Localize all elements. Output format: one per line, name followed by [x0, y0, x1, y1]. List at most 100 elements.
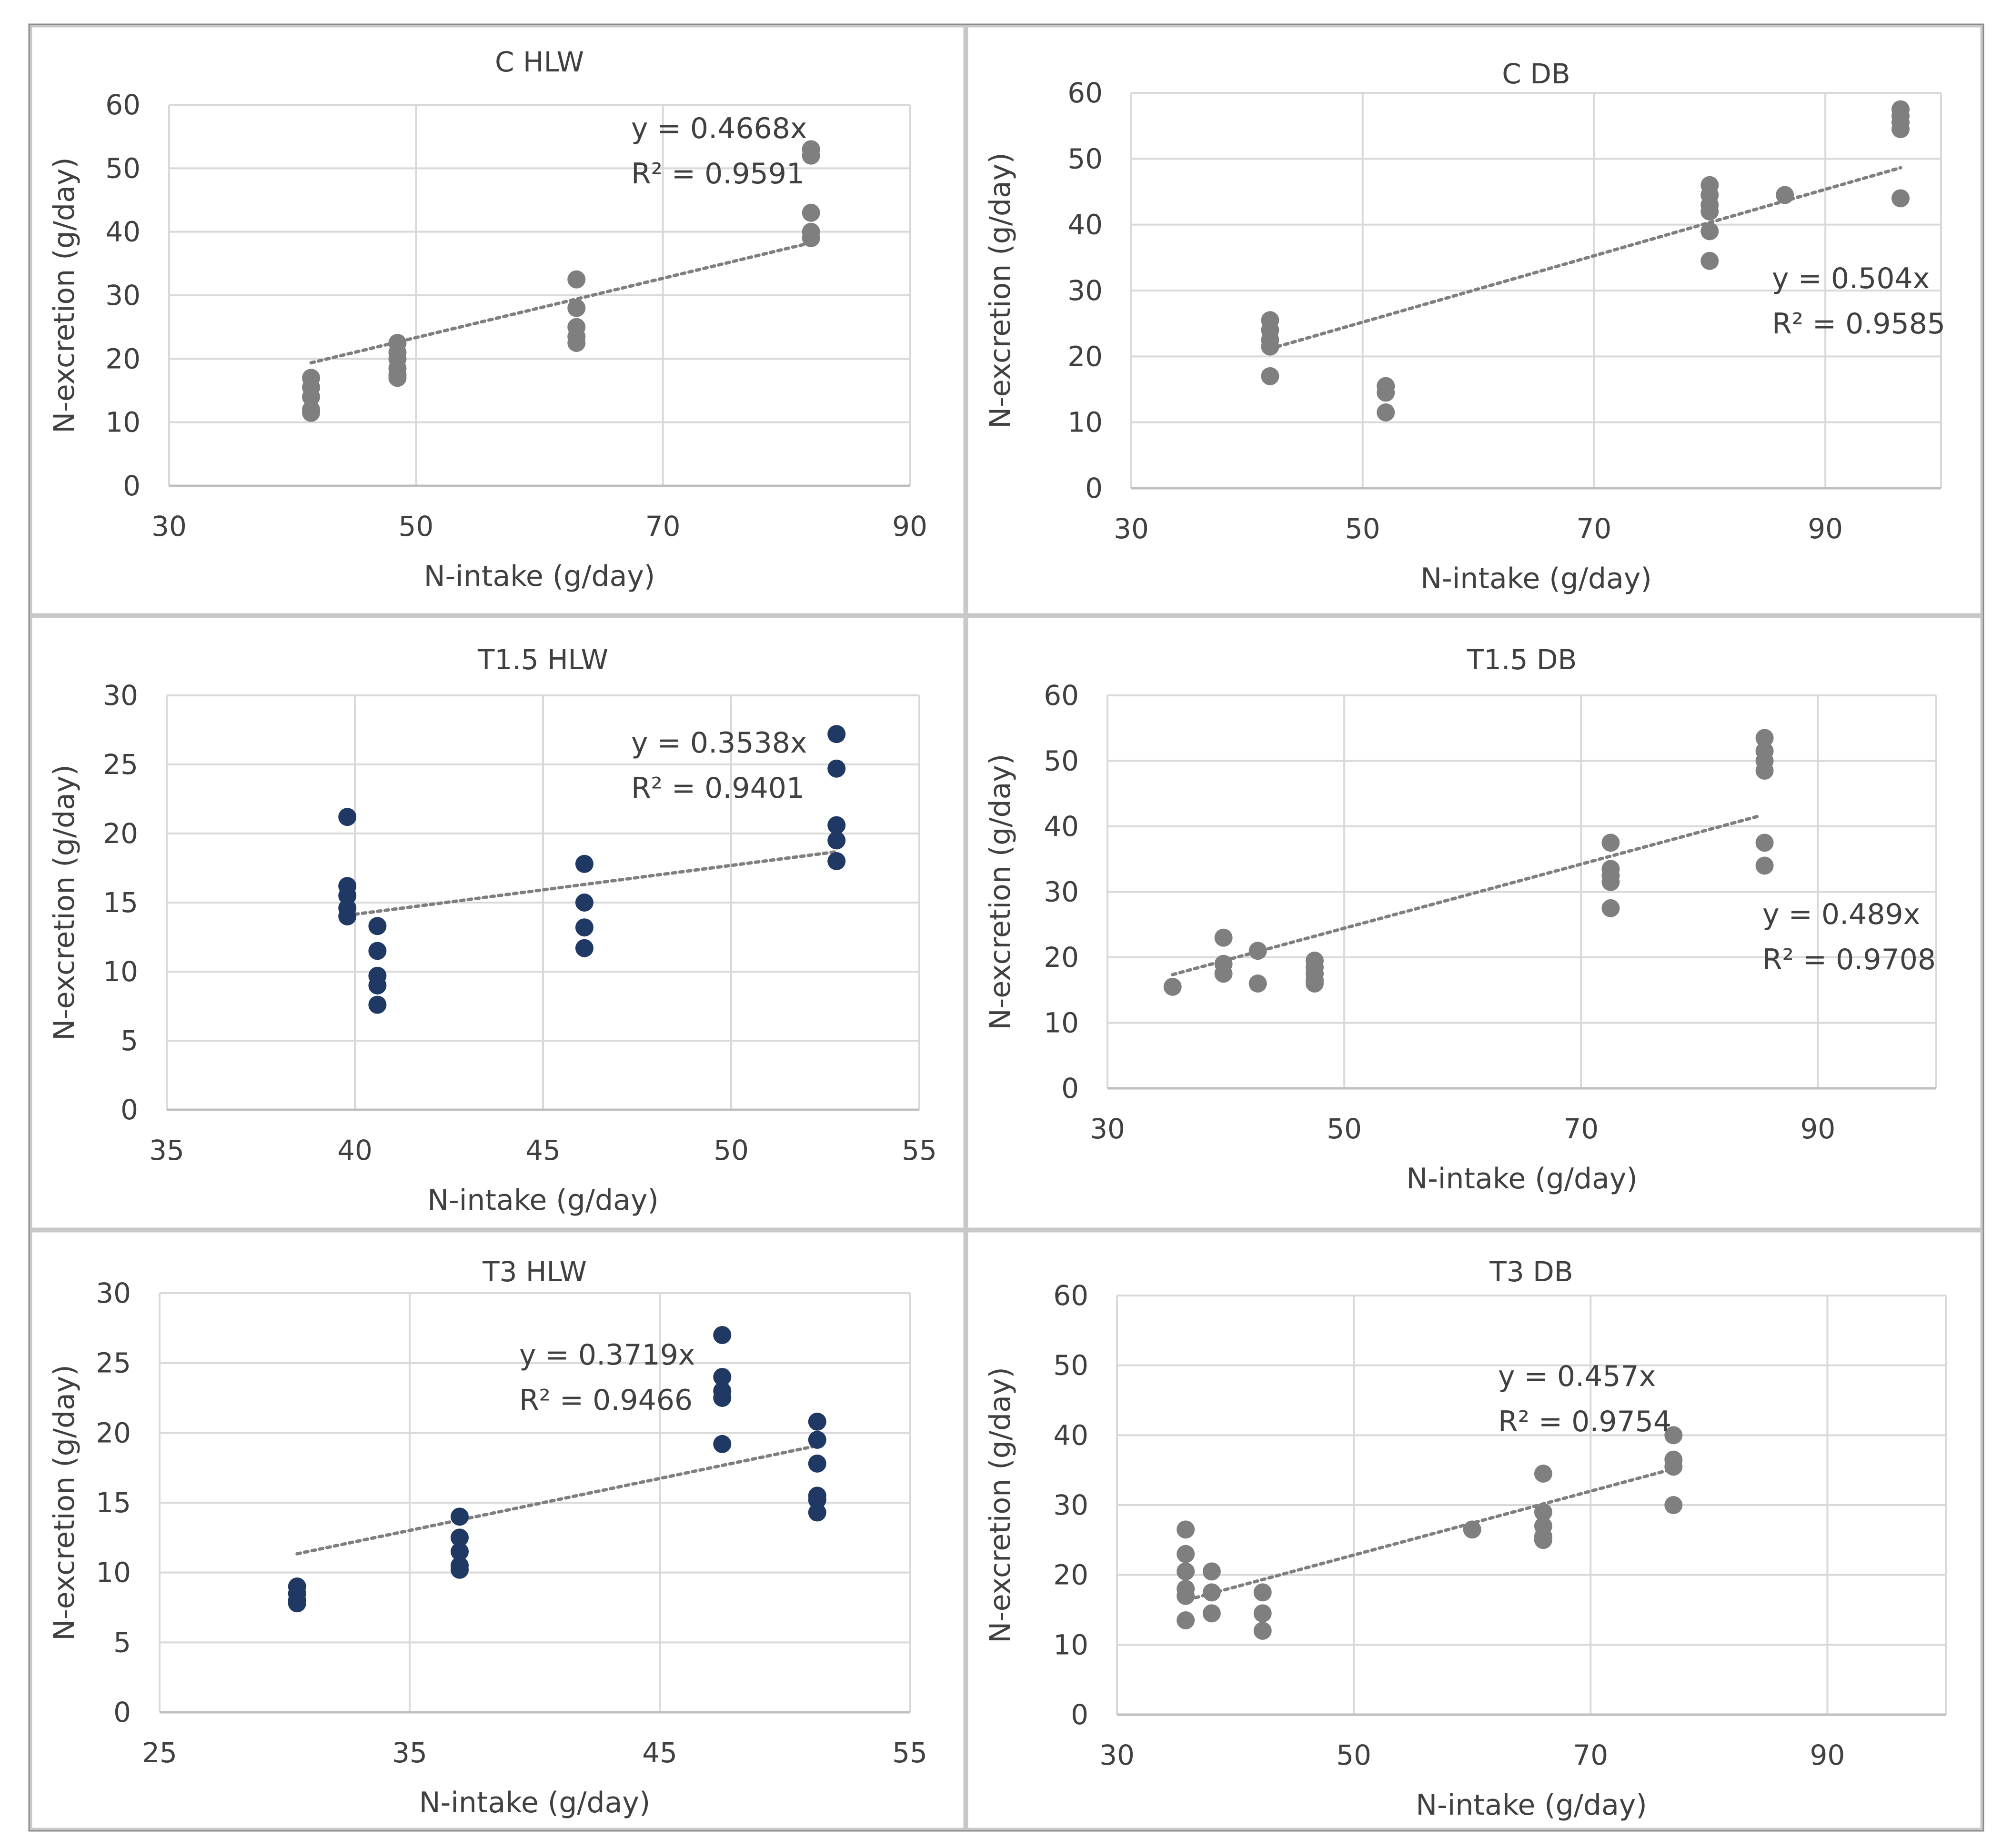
data-point — [1463, 1520, 1481, 1539]
data-point — [827, 852, 846, 870]
data-point — [451, 1542, 469, 1561]
y-tick-label: 10 — [96, 1557, 131, 1589]
x-tick-label: 35 — [149, 1134, 184, 1166]
trendline — [1268, 166, 1902, 351]
chart-title: C HLW — [495, 46, 584, 78]
trendline — [1171, 814, 1760, 976]
data-point — [1163, 977, 1182, 996]
y-tick-label: 30 — [103, 679, 138, 712]
y-tick-label: 10 — [105, 406, 141, 439]
y-tick-label: 10 — [103, 955, 138, 988]
data-point — [802, 146, 820, 165]
data-point — [1177, 1611, 1195, 1629]
y-axis-label: N-excretion (g/day) — [984, 754, 1017, 1030]
chart-panel-6: 0 10 20 30 40 50 60 30 50 70 90 T3 DB N-intake (g/da… — [966, 1230, 1983, 1830]
x-tick-label: 50 — [1336, 1739, 1371, 1771]
y-tick-label: 50 — [1053, 1349, 1088, 1382]
figure-frame — [28, 23, 1984, 1832]
chart-panel-1: 0 10 20 30 40 50 60 30 50 70 90 C HLW N-intake (g/da… — [30, 25, 966, 616]
data-point — [802, 203, 820, 222]
y-tick-label: 60 — [1067, 77, 1103, 109]
x-tick-label: 70 — [1573, 1739, 1608, 1771]
chart-title: T3 DB — [1489, 1255, 1573, 1288]
data-point — [1202, 1583, 1221, 1602]
y-tick-label: 20 — [1053, 1559, 1088, 1591]
data-point — [1253, 1583, 1272, 1602]
y-tick-label: 20 — [96, 1416, 131, 1449]
data-point — [713, 1368, 732, 1386]
data-point — [368, 995, 387, 1014]
y-axis-label: N-excretion (g/day) — [984, 152, 1017, 429]
panel-border — [30, 1230, 966, 1830]
data-point — [713, 1389, 732, 1407]
y-tick-label: 60 — [1053, 1279, 1088, 1312]
data-point — [302, 388, 321, 406]
y-axis-label: N-excretion (g/day) — [48, 157, 81, 433]
x-tick-label: 70 — [1563, 1113, 1599, 1145]
y-tick-label: 40 — [105, 216, 141, 248]
data-point — [451, 1507, 469, 1526]
data-point — [1664, 1457, 1683, 1476]
trend-equation: y = 0.489x — [1762, 898, 1920, 931]
y-tick-label: 0 — [113, 1696, 131, 1728]
data-point — [1248, 942, 1267, 960]
data-point — [1202, 1604, 1221, 1623]
trendline — [345, 850, 838, 917]
x-tick-label: 25 — [142, 1737, 177, 1769]
trend-equation: y = 0.3538x — [631, 726, 807, 760]
y-tick-label: 50 — [1067, 142, 1103, 175]
data-point — [1377, 383, 1395, 402]
chart-panel-4: 0 10 20 30 40 50 60 30 50 70 90 T1.5 DB N-intake (g/… — [966, 615, 1983, 1230]
y-tick-label: 0 — [121, 1094, 138, 1126]
data-point — [368, 976, 387, 994]
x-axis-label: N-intake (g/day) — [1420, 562, 1652, 595]
y-tick-label: 0 — [1085, 472, 1103, 504]
x-tick-label: 35 — [392, 1737, 427, 1769]
data-point — [802, 229, 820, 247]
data-point — [713, 1435, 732, 1453]
y-tick-label: 50 — [1044, 745, 1079, 777]
r-squared-label: R² = 0.9585 — [1772, 307, 1945, 341]
data-point — [288, 1594, 306, 1613]
chart-title: T1.5 DB — [1467, 643, 1577, 676]
data-point — [808, 1503, 826, 1522]
r-squared-label: R² = 0.9466 — [519, 1384, 693, 1417]
data-point — [808, 1454, 826, 1473]
data-point — [302, 403, 321, 422]
data-point — [827, 831, 846, 850]
y-axis-label: N-excretion (g/day) — [48, 1365, 81, 1641]
trend-equation: y = 0.3719x — [519, 1338, 695, 1372]
data-point — [1177, 1520, 1195, 1539]
x-tick-label: 55 — [892, 1737, 927, 1769]
data-point — [1261, 337, 1279, 356]
x-tick-label: 50 — [398, 510, 433, 542]
x-tick-label: 30 — [1090, 1113, 1125, 1145]
y-tick-label: 20 — [105, 342, 141, 375]
panel-border — [30, 615, 966, 1230]
y-tick-label: 30 — [96, 1277, 131, 1309]
chart-panel-2: 0 10 20 30 40 50 60 30 50 70 90 C DB N-intake (g/day… — [966, 25, 1983, 616]
trendline — [1186, 1467, 1675, 1602]
y-tick-label: 40 — [1044, 810, 1079, 843]
trendline — [295, 1443, 824, 1556]
y-tick-label: 10 — [1067, 406, 1103, 439]
y-tick-label: 10 — [1053, 1628, 1088, 1661]
chart-title: T3 HLW — [482, 1255, 587, 1288]
y-tick-label: 0 — [1061, 1072, 1079, 1105]
y-axis-label: N-excretion (g/day) — [984, 1367, 1017, 1643]
data-point — [1306, 974, 1324, 993]
data-point — [1177, 1587, 1195, 1605]
y-tick-label: 20 — [1067, 340, 1103, 372]
x-tick-label: 70 — [1577, 512, 1612, 545]
x-axis-label: N-intake (g/day) — [424, 560, 655, 593]
x-tick-label: 45 — [525, 1134, 561, 1166]
chart-title: T1.5 HLW — [477, 643, 608, 676]
y-tick-label: 25 — [103, 748, 138, 781]
chart-title: C DB — [1502, 58, 1570, 90]
data-point — [575, 939, 594, 957]
data-point — [1601, 899, 1620, 917]
y-tick-label: 0 — [1071, 1698, 1088, 1731]
data-point — [1700, 202, 1719, 221]
data-point — [1377, 403, 1395, 422]
